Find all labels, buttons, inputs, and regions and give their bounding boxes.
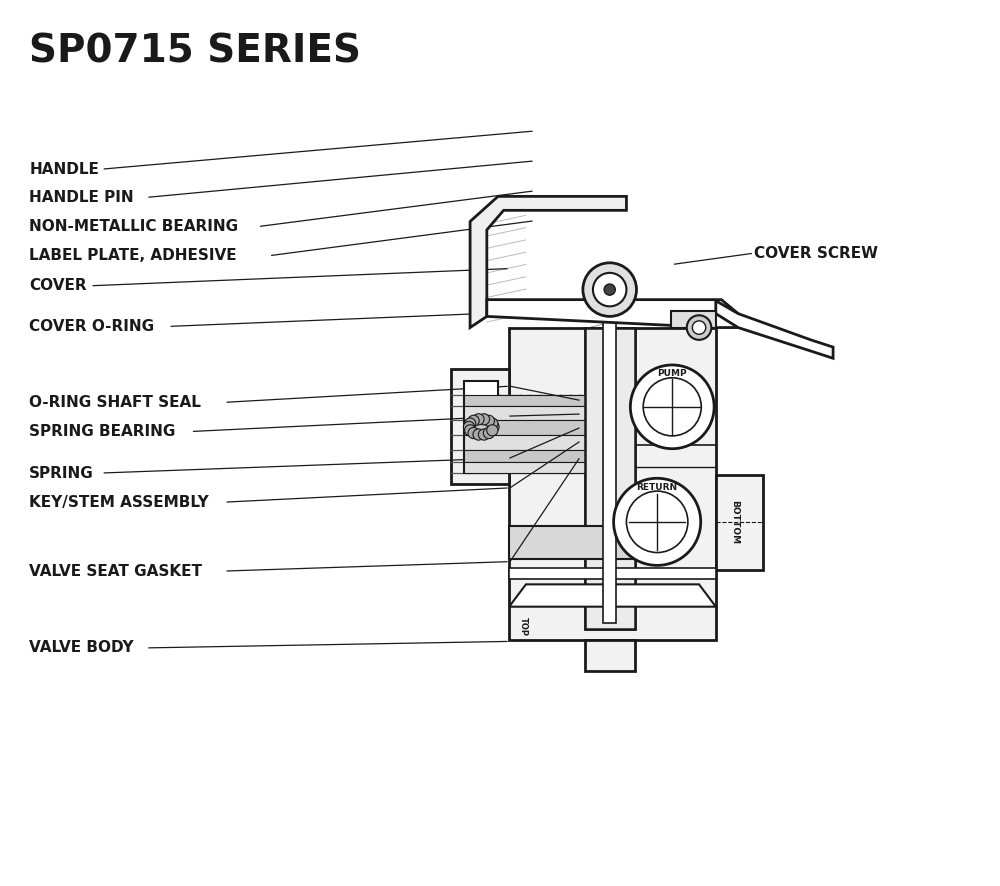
Ellipse shape [630, 365, 714, 448]
Polygon shape [464, 462, 585, 473]
Text: PUMP: PUMP [657, 369, 687, 377]
Polygon shape [464, 420, 585, 435]
Text: O-RING SHAFT SEAL: O-RING SHAFT SEAL [29, 395, 201, 410]
Ellipse shape [468, 427, 479, 439]
Ellipse shape [604, 284, 615, 295]
Ellipse shape [593, 273, 626, 307]
Text: VALVE SEAT GASKET: VALVE SEAT GASKET [29, 563, 202, 579]
Text: KEY/STEM ASSEMBLY: KEY/STEM ASSEMBLY [29, 494, 209, 509]
Ellipse shape [478, 429, 490, 440]
Ellipse shape [483, 416, 494, 426]
Polygon shape [464, 394, 585, 406]
Ellipse shape [468, 416, 479, 426]
Text: SPRING BEARING: SPRING BEARING [29, 424, 176, 439]
Polygon shape [509, 525, 635, 559]
Polygon shape [470, 197, 626, 328]
Polygon shape [464, 406, 585, 420]
Ellipse shape [687, 315, 711, 340]
Ellipse shape [473, 414, 484, 425]
Ellipse shape [583, 263, 636, 316]
Polygon shape [716, 300, 833, 358]
Polygon shape [464, 381, 498, 473]
Polygon shape [414, 177, 822, 690]
Ellipse shape [463, 422, 475, 432]
Text: SP0715 SERIES: SP0715 SERIES [29, 32, 361, 70]
Ellipse shape [483, 427, 494, 439]
Text: VALVE BODY: VALVE BODY [29, 641, 134, 656]
Polygon shape [585, 641, 635, 671]
Polygon shape [585, 328, 635, 629]
Polygon shape [451, 369, 509, 484]
Ellipse shape [614, 478, 701, 565]
Ellipse shape [487, 418, 498, 429]
Text: COVER: COVER [29, 278, 87, 293]
Ellipse shape [465, 418, 476, 429]
Ellipse shape [626, 491, 688, 553]
Ellipse shape [473, 429, 484, 440]
Text: HANDLE PIN: HANDLE PIN [29, 190, 134, 205]
Text: SPRING: SPRING [29, 465, 94, 480]
Text: TOP: TOP [519, 617, 528, 636]
Polygon shape [603, 299, 616, 624]
Polygon shape [487, 299, 738, 328]
Polygon shape [671, 311, 716, 328]
Ellipse shape [488, 422, 499, 432]
Polygon shape [509, 568, 716, 579]
Polygon shape [464, 450, 585, 462]
Polygon shape [464, 435, 585, 450]
Polygon shape [509, 585, 716, 607]
Text: NON-METALLIC BEARING: NON-METALLIC BEARING [29, 219, 238, 234]
Ellipse shape [692, 321, 706, 334]
Text: LABEL PLATE, ADHESIVE: LABEL PLATE, ADHESIVE [29, 248, 237, 263]
Text: HANDLE: HANDLE [29, 162, 99, 176]
Text: COVER SCREW: COVER SCREW [754, 245, 878, 260]
Ellipse shape [465, 424, 476, 436]
Polygon shape [716, 476, 763, 571]
Text: RETURN: RETURN [637, 483, 678, 492]
Ellipse shape [643, 377, 701, 436]
Ellipse shape [487, 424, 498, 436]
Ellipse shape [478, 414, 490, 425]
Polygon shape [509, 328, 716, 641]
Text: BOTTOM: BOTTOM [730, 500, 739, 544]
Text: COVER O-RING: COVER O-RING [29, 319, 154, 334]
